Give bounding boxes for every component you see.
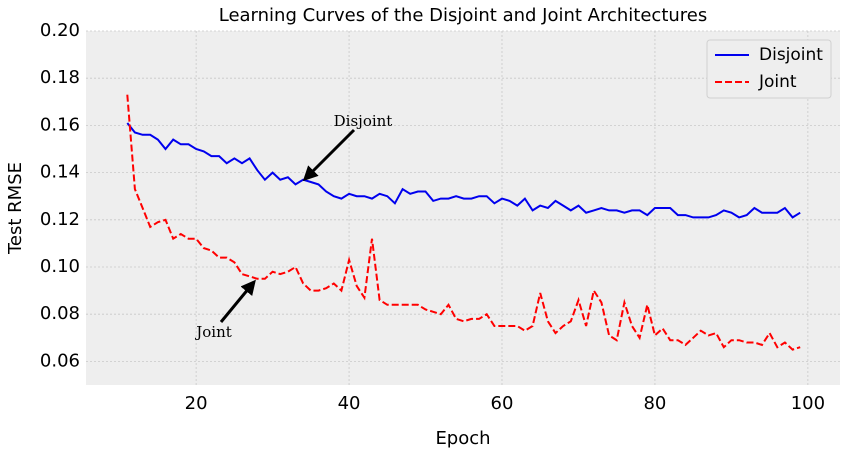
x-tick-label: 20	[185, 393, 208, 414]
y-tick-label: 0.14	[40, 162, 80, 183]
x-tick-label: 100	[791, 393, 825, 414]
data-line	[126, 94, 801, 351]
x-tick-label: 80	[643, 393, 666, 414]
annotation-arrow	[219, 279, 256, 323]
x-axis-label: Epoch	[435, 428, 490, 449]
y-tick-label: 0.12	[40, 209, 80, 230]
y-tick-label: 0.06	[40, 350, 80, 371]
annotation-arrow	[302, 128, 356, 182]
annotation: Disjoint	[334, 112, 393, 130]
data-line	[126, 122, 801, 219]
y-tick-label: 0.18	[40, 67, 80, 88]
y-tick-label: 0.16	[40, 114, 80, 135]
legend-label: Joint	[758, 72, 797, 92]
chart-title: Learning Curves of the Disjoint and Join…	[219, 5, 708, 26]
y-tick-label: 0.10	[40, 256, 80, 277]
annotation: Joint	[194, 323, 232, 341]
y-axis-label: Test RMSE	[5, 162, 26, 255]
y-tick-label: 0.08	[40, 303, 80, 324]
y-tick-label: 0.20	[40, 20, 80, 41]
legend-label: Disjoint	[759, 45, 823, 65]
x-tick-label: 60	[491, 393, 514, 414]
x-tick-label: 40	[338, 393, 361, 414]
